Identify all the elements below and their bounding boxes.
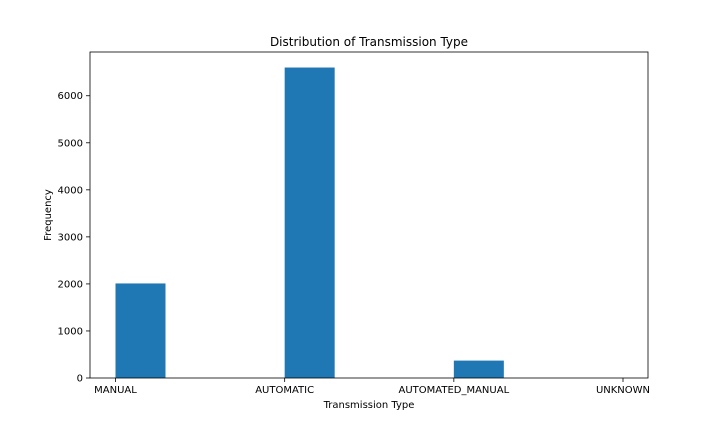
y-tick-label: 5000 [58,138,83,149]
bar-automated-manual [453,360,504,378]
bars [115,67,504,379]
x-tick-label: AUTOMATED_MANUAL [399,385,510,396]
y-tick-label: 2000 [58,279,83,290]
plot-area-frame [89,51,649,379]
y-axis: 0 1000 2000 3000 4000 5000 6000 [58,91,90,385]
chart-title: Distribution of Transmission Type [270,35,468,49]
x-tick-label: UNKNOWN [596,385,650,396]
x-axis-label: Transmission Type [323,400,415,411]
x-tick-label: AUTOMATIC [255,385,314,396]
bar-automatic [284,67,335,379]
y-tick-label: 6000 [58,91,83,102]
y-axis-label: Frequency [43,189,54,241]
x-tick-label: MANUAL [94,385,137,396]
y-tick-label: 1000 [58,326,83,337]
bar-manual [115,283,166,378]
x-axis: MANUAL AUTOMATIC AUTOMATED_MANUAL UNKNOWN [94,378,650,396]
y-tick-label: 0 [77,374,83,385]
y-tick-label: 3000 [58,232,83,243]
y-tick-label: 4000 [58,185,83,196]
